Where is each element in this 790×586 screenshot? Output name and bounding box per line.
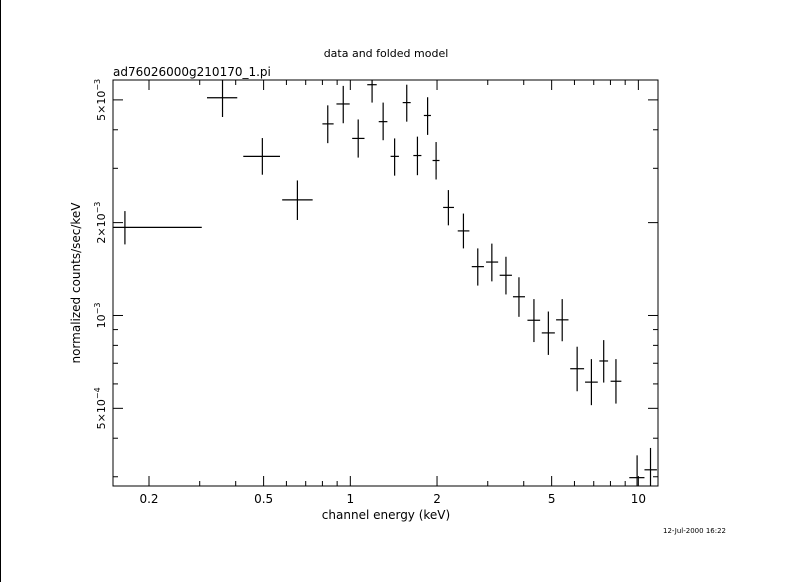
x-tick-label: 0.2 <box>139 492 158 506</box>
data-point <box>113 211 202 245</box>
data-point <box>282 180 313 220</box>
y-tick-label: 5×10−4 <box>93 387 108 429</box>
data-point <box>352 119 365 158</box>
data-point <box>367 80 377 103</box>
y-tick-label: 10−3 <box>93 303 108 329</box>
x-tick-label: 5 <box>548 492 556 506</box>
x-tick-label: 2 <box>433 492 441 506</box>
plot-frame <box>112 79 659 487</box>
y-tick-label: 2×10−3 <box>93 202 108 244</box>
data-point <box>499 256 512 295</box>
plot-timestamp: 12-Jul-2000 16:22 <box>663 527 726 535</box>
x-tick-label: 0.5 <box>254 492 273 506</box>
data-point <box>402 84 411 122</box>
data-point <box>443 190 454 226</box>
data-point <box>336 85 350 124</box>
chart-title: data and folded model <box>324 47 449 60</box>
data-point <box>432 142 440 180</box>
x-axis-ticks: 0.2 0.5 1 2 5 10 <box>139 80 646 506</box>
data-point <box>527 299 541 343</box>
x-tick-label: 1 <box>346 492 354 506</box>
data-points <box>113 80 657 486</box>
data-point <box>423 97 431 135</box>
y-tick-label: 5×10−3 <box>93 79 108 121</box>
y-axis-label: normalized counts/sec/keV <box>69 202 83 364</box>
y-axis-ticks: 5×10−3 2×10−3 10−3 5×10−4 <box>93 79 658 478</box>
data-point <box>206 80 238 118</box>
data-point <box>556 299 569 342</box>
data-point <box>457 213 470 249</box>
data-point <box>486 243 499 282</box>
data-point <box>585 359 598 406</box>
data-point <box>570 346 585 392</box>
data-point <box>629 455 645 486</box>
x-axis-label: channel energy (keV) <box>322 508 450 522</box>
data-point <box>322 105 334 144</box>
data-point <box>243 138 281 175</box>
data-point <box>413 136 422 176</box>
data-point <box>644 447 657 486</box>
data-point <box>610 359 622 404</box>
data-point <box>512 277 525 317</box>
x-tick-label: 10 <box>631 492 646 506</box>
data-point <box>599 340 609 383</box>
data-point <box>471 248 484 286</box>
data-point <box>541 311 555 355</box>
data-point <box>390 138 399 176</box>
data-point <box>378 102 388 141</box>
chart-subtitle: ad76026000g210170_1.pi <box>113 65 271 79</box>
